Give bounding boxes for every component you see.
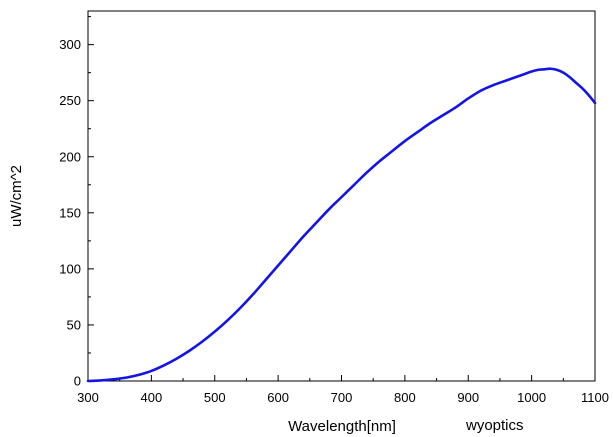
watermark-text: wyoptics xyxy=(465,417,524,434)
y-axis: 0 50 100 150 200 250 300 xyxy=(59,16,94,389)
y-tick-label: 150 xyxy=(59,205,81,220)
x-tick-label: 900 xyxy=(457,390,479,405)
y-axis-label: uW/cm^2 xyxy=(8,165,25,227)
x-tick-label: 700 xyxy=(331,390,353,405)
y-tick-label: 50 xyxy=(67,317,81,332)
y-tick-label: 0 xyxy=(74,374,81,389)
x-axis-label: Wavelength[nm] xyxy=(288,418,396,435)
y-tick-label: 250 xyxy=(59,93,81,108)
series-line xyxy=(86,67,597,383)
x-axis: 300 400 500 600 700 800 900 1000 1100 xyxy=(77,375,609,405)
y-tick-label: 200 xyxy=(59,149,81,164)
x-tick-label: 1000 xyxy=(517,390,546,405)
x-tick-label: 1100 xyxy=(581,390,609,405)
x-tick-label: 400 xyxy=(141,390,163,405)
y-tick-label: 300 xyxy=(59,37,81,52)
y-tick-label: 100 xyxy=(59,261,81,276)
x-tick-label: 500 xyxy=(204,390,226,405)
x-tick-label: 600 xyxy=(267,390,289,405)
x-tick-label: 300 xyxy=(77,390,99,405)
x-tick-label: 800 xyxy=(394,390,416,405)
